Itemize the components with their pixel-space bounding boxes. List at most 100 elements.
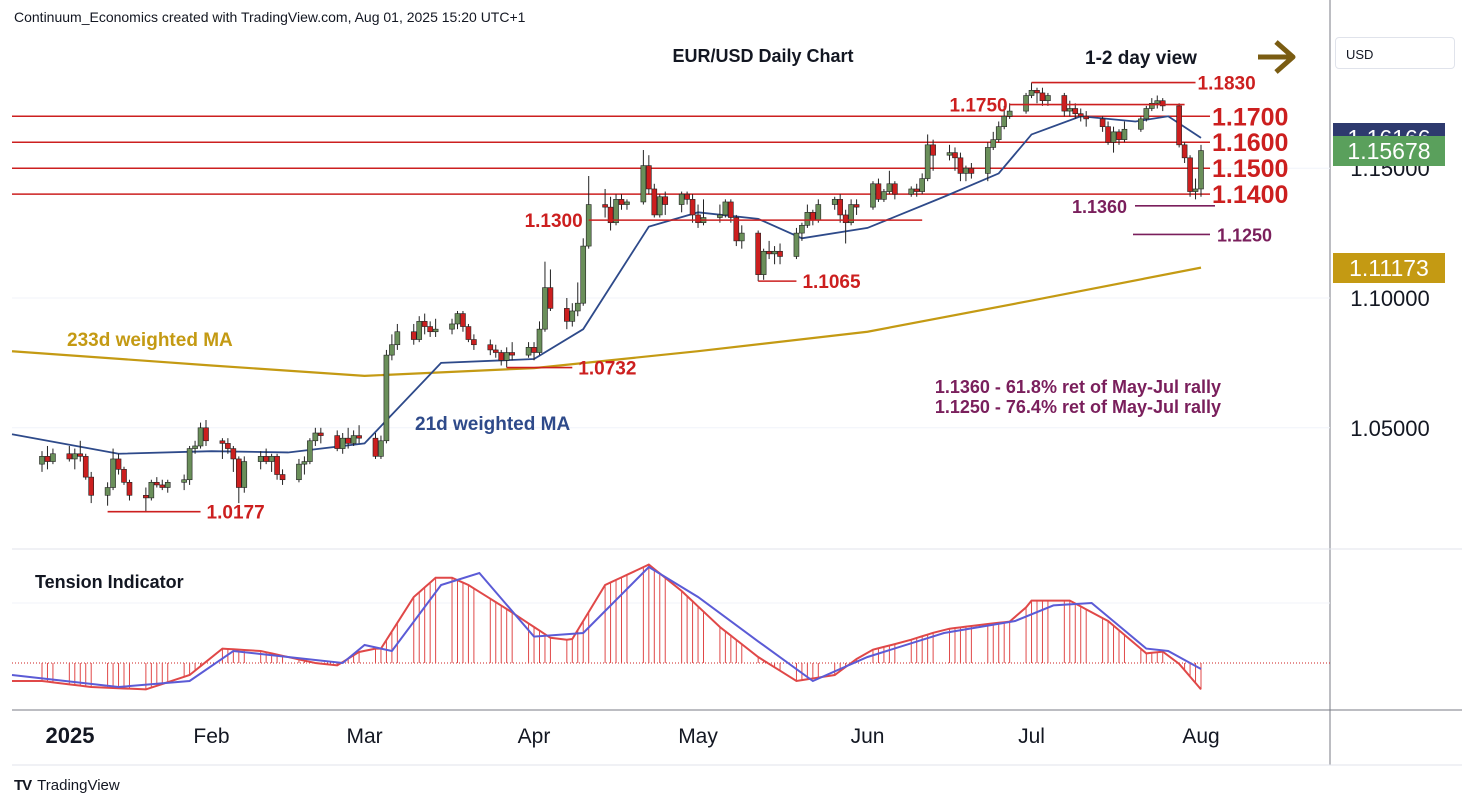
- candle-body: [607, 206, 614, 224]
- candle-body: [733, 217, 740, 242]
- candle-body: [186, 448, 193, 481]
- candle-body: [225, 443, 231, 449]
- candle: [416, 316, 423, 343]
- candle-body: [1116, 131, 1122, 140]
- currency-selector[interactable]: USD: [1335, 37, 1455, 69]
- candle: [952, 147, 958, 171]
- candle: [274, 453, 280, 480]
- candle: [115, 453, 122, 475]
- candle-body: [126, 482, 133, 496]
- y-tick-label: 1.05000: [1350, 416, 1430, 441]
- candle-body: [766, 250, 772, 255]
- x-tick-label: Mar: [346, 725, 382, 748]
- candle: [334, 430, 341, 452]
- candle-body: [870, 183, 876, 208]
- candle: [738, 225, 745, 249]
- candle: [236, 456, 242, 504]
- candle: [678, 191, 685, 213]
- candle-body: [881, 191, 887, 200]
- candle-body: [640, 165, 647, 203]
- candle: [684, 191, 690, 205]
- fib-note: 1.1250 - 76.4% ret of May-Jul rally: [935, 397, 1221, 417]
- candle: [1105, 121, 1111, 145]
- candle: [192, 440, 198, 454]
- candle: [1116, 129, 1122, 145]
- candle-body: [684, 193, 690, 200]
- candle-body: [88, 476, 95, 496]
- candle-body: [536, 328, 543, 353]
- tradingview-footer[interactable]: TV TradingView: [14, 777, 120, 794]
- tradingview-brand: TradingView: [37, 777, 120, 794]
- candle: [39, 451, 45, 472]
- candle: [154, 477, 160, 488]
- candle-body: [410, 331, 417, 340]
- candle: [618, 194, 625, 210]
- candle-body: [432, 328, 439, 333]
- candle: [509, 342, 515, 361]
- candle-body: [1077, 113, 1084, 117]
- candle-body: [416, 321, 423, 340]
- candle-body: [1121, 128, 1128, 140]
- fib-label: 1.1250: [1217, 225, 1272, 245]
- candle-body: [154, 482, 160, 486]
- candle: [656, 194, 663, 218]
- candle-body: [1187, 157, 1193, 192]
- candle-body: [345, 437, 351, 444]
- candle: [607, 196, 614, 231]
- candle: [995, 121, 1002, 143]
- candle-body: [689, 199, 696, 216]
- level-label: 1.1600: [1212, 129, 1288, 157]
- candle-body: [197, 427, 204, 447]
- candle-body: [1045, 95, 1051, 102]
- candle: [1099, 116, 1106, 132]
- candle: [842, 209, 849, 244]
- candle-body: [460, 313, 466, 327]
- candle: [913, 183, 920, 197]
- candle-body: [618, 199, 625, 205]
- candle-body: [1181, 144, 1188, 159]
- candle: [870, 181, 876, 210]
- candle: [1176, 103, 1182, 148]
- candle-body: [1198, 150, 1204, 190]
- candle: [230, 445, 237, 472]
- tension-line: [12, 563, 1202, 691]
- candle-body: [356, 435, 362, 439]
- tension-title: Tension Indicator: [35, 572, 184, 592]
- candle-body: [1154, 100, 1161, 104]
- candle-body: [585, 204, 592, 247]
- candle-body: [378, 440, 384, 457]
- candle: [50, 448, 56, 465]
- candle-body: [542, 287, 548, 330]
- candle: [881, 188, 887, 202]
- candle-body: [892, 183, 898, 195]
- candle: [465, 323, 472, 343]
- candle: [831, 196, 838, 210]
- candle-body: [334, 435, 341, 449]
- x-tick-label: Feb: [193, 725, 229, 748]
- annotation-label: 1.1750: [950, 96, 1008, 117]
- candle-body: [624, 201, 630, 205]
- candle: [640, 150, 647, 205]
- candle-body: [695, 214, 701, 224]
- candle: [536, 321, 543, 356]
- candle-body: [301, 461, 308, 465]
- candle: [1198, 144, 1204, 197]
- candle-body: [995, 126, 1002, 140]
- candle-body: [72, 453, 78, 460]
- ma-price-badge: 1.11173: [1333, 252, 1445, 283]
- x-tick-label: Aug: [1182, 725, 1219, 748]
- candle-body: [525, 347, 532, 356]
- candle-body: [1061, 95, 1068, 112]
- candle-body: [307, 440, 313, 462]
- candle: [542, 261, 548, 332]
- candle: [203, 420, 209, 446]
- candle: [766, 240, 772, 260]
- candle-body: [372, 437, 379, 457]
- candle: [263, 448, 269, 465]
- candle-body: [924, 144, 931, 179]
- candle: [449, 318, 455, 335]
- candle-body: [39, 456, 45, 465]
- candle-body: [793, 232, 800, 257]
- candle: [624, 199, 630, 210]
- candle-body: [241, 461, 248, 488]
